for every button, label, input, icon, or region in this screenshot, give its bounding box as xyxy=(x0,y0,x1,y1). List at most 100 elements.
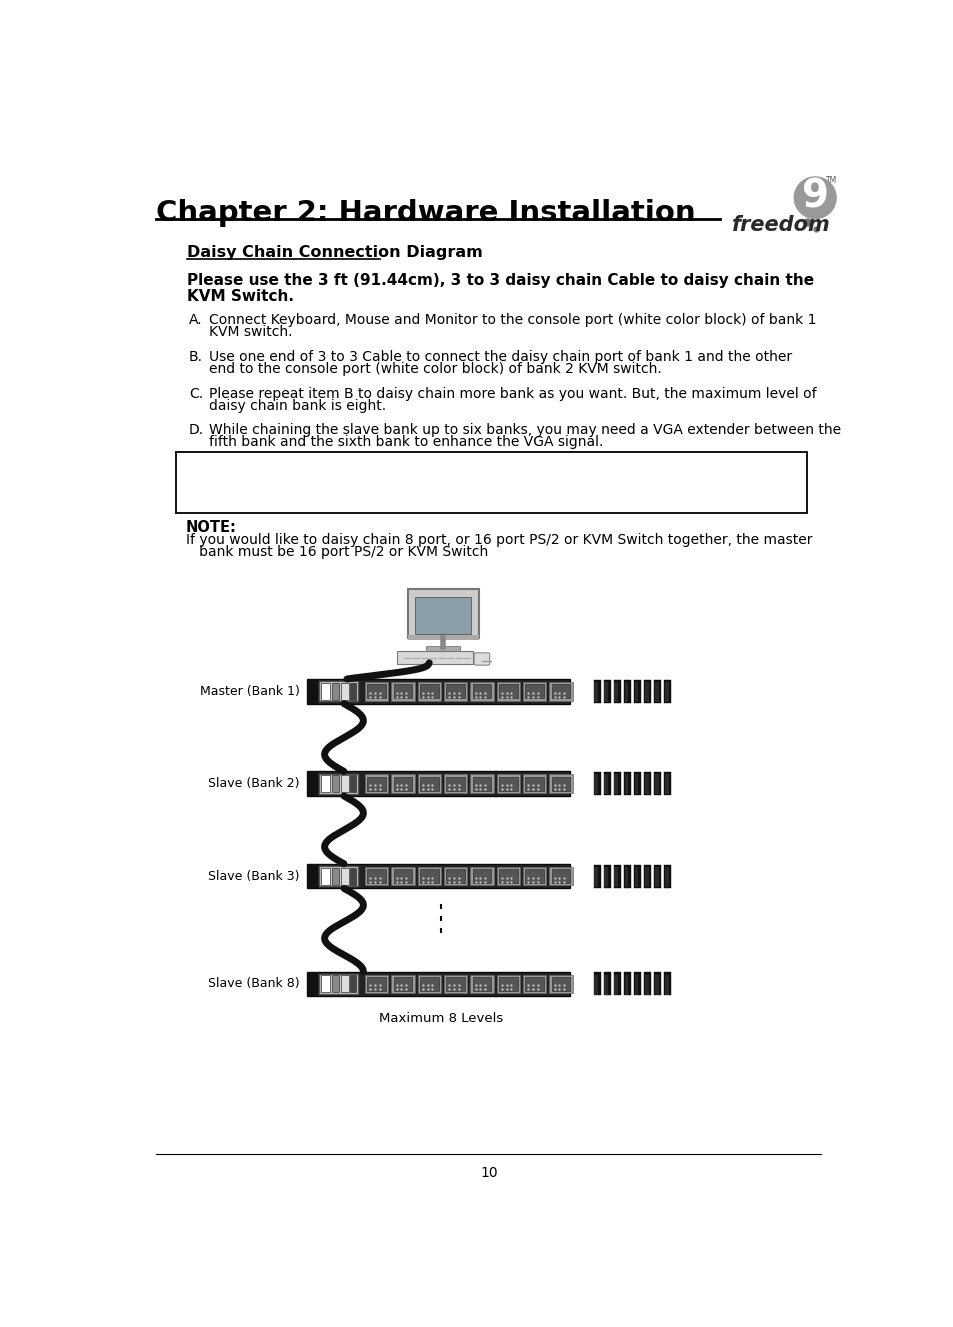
FancyBboxPatch shape xyxy=(470,867,493,885)
FancyBboxPatch shape xyxy=(307,971,317,997)
FancyBboxPatch shape xyxy=(593,772,599,795)
FancyBboxPatch shape xyxy=(613,679,620,703)
FancyBboxPatch shape xyxy=(446,685,464,698)
FancyBboxPatch shape xyxy=(551,869,570,882)
Text: daisy chain bank is eight.: daisy chain bank is eight. xyxy=(209,398,386,413)
FancyBboxPatch shape xyxy=(633,679,640,703)
FancyBboxPatch shape xyxy=(419,869,438,882)
FancyBboxPatch shape xyxy=(446,869,464,882)
FancyBboxPatch shape xyxy=(624,682,628,702)
FancyBboxPatch shape xyxy=(340,775,348,792)
FancyBboxPatch shape xyxy=(654,679,660,703)
FancyBboxPatch shape xyxy=(350,775,356,792)
FancyBboxPatch shape xyxy=(320,775,330,792)
FancyBboxPatch shape xyxy=(551,776,570,791)
FancyBboxPatch shape xyxy=(426,646,459,652)
FancyBboxPatch shape xyxy=(407,636,478,640)
Text: While chaining the slave bank up to six banks, you may need a VGA extender betwe: While chaining the slave bank up to six … xyxy=(209,423,841,438)
FancyBboxPatch shape xyxy=(365,974,388,993)
FancyBboxPatch shape xyxy=(663,865,670,888)
FancyBboxPatch shape xyxy=(525,977,543,991)
Text: If you would like to daisy chain 8 port, or 16 port PS/2 or KVM Switch together,: If you would like to daisy chain 8 port,… xyxy=(186,532,812,547)
FancyBboxPatch shape xyxy=(391,682,415,701)
FancyBboxPatch shape xyxy=(664,867,668,886)
FancyBboxPatch shape xyxy=(367,869,385,882)
FancyBboxPatch shape xyxy=(643,679,650,703)
FancyBboxPatch shape xyxy=(549,974,572,993)
FancyBboxPatch shape xyxy=(391,974,415,993)
Text: 9: 9 xyxy=(801,178,828,215)
FancyBboxPatch shape xyxy=(175,451,806,514)
FancyBboxPatch shape xyxy=(443,775,467,794)
FancyBboxPatch shape xyxy=(307,864,317,889)
FancyBboxPatch shape xyxy=(614,775,618,795)
FancyBboxPatch shape xyxy=(654,973,660,995)
FancyBboxPatch shape xyxy=(644,682,648,702)
FancyBboxPatch shape xyxy=(365,682,388,701)
Text: freedom: freedom xyxy=(731,215,829,235)
FancyBboxPatch shape xyxy=(623,865,630,888)
FancyBboxPatch shape xyxy=(549,867,572,885)
FancyBboxPatch shape xyxy=(320,683,330,699)
FancyBboxPatch shape xyxy=(664,775,668,795)
FancyBboxPatch shape xyxy=(332,683,339,699)
Text: D.: D. xyxy=(189,423,204,438)
FancyBboxPatch shape xyxy=(633,772,640,795)
Text: end to the console port (white color block) of bank 2 KVM switch.: end to the console port (white color blo… xyxy=(209,362,661,376)
FancyBboxPatch shape xyxy=(419,977,438,991)
FancyBboxPatch shape xyxy=(634,682,638,702)
FancyBboxPatch shape xyxy=(307,679,570,703)
FancyBboxPatch shape xyxy=(497,974,519,993)
FancyBboxPatch shape xyxy=(594,974,598,995)
FancyBboxPatch shape xyxy=(415,597,471,633)
FancyBboxPatch shape xyxy=(319,974,357,994)
FancyBboxPatch shape xyxy=(498,977,517,991)
FancyBboxPatch shape xyxy=(350,683,356,699)
FancyBboxPatch shape xyxy=(654,775,658,795)
Text: Please repeat item B to daisy chain more bank as you want. But, the maximum leve: Please repeat item B to daisy chain more… xyxy=(209,387,816,401)
FancyBboxPatch shape xyxy=(549,775,572,794)
Text: Slave (Bank 3): Slave (Bank 3) xyxy=(208,869,299,882)
Text: Master (Bank 1): Master (Bank 1) xyxy=(200,685,299,698)
FancyBboxPatch shape xyxy=(594,775,598,795)
FancyBboxPatch shape xyxy=(644,775,648,795)
FancyBboxPatch shape xyxy=(307,971,570,997)
FancyBboxPatch shape xyxy=(551,685,570,698)
FancyBboxPatch shape xyxy=(623,679,630,703)
FancyBboxPatch shape xyxy=(367,977,385,991)
FancyBboxPatch shape xyxy=(498,685,517,698)
FancyBboxPatch shape xyxy=(417,682,440,701)
FancyBboxPatch shape xyxy=(603,772,610,795)
FancyBboxPatch shape xyxy=(470,775,493,794)
FancyBboxPatch shape xyxy=(644,974,648,995)
FancyBboxPatch shape xyxy=(654,682,658,702)
FancyBboxPatch shape xyxy=(443,974,467,993)
Text: A.: A. xyxy=(189,313,202,328)
FancyBboxPatch shape xyxy=(654,974,658,995)
Text: NOTE:: NOTE: xyxy=(186,520,236,535)
Text: Please use the 3 ft (91.44cm), 3 to 3 daisy chain Cable to daisy chain the: Please use the 3 ft (91.44cm), 3 to 3 da… xyxy=(187,273,814,288)
FancyBboxPatch shape xyxy=(654,867,658,886)
FancyBboxPatch shape xyxy=(320,975,330,993)
Circle shape xyxy=(794,176,835,219)
FancyBboxPatch shape xyxy=(654,865,660,888)
FancyBboxPatch shape xyxy=(319,867,357,886)
FancyBboxPatch shape xyxy=(307,864,570,889)
FancyBboxPatch shape xyxy=(470,682,493,701)
FancyBboxPatch shape xyxy=(350,868,356,885)
FancyBboxPatch shape xyxy=(419,685,438,698)
FancyBboxPatch shape xyxy=(498,776,517,791)
FancyBboxPatch shape xyxy=(603,679,610,703)
FancyBboxPatch shape xyxy=(307,771,317,796)
FancyBboxPatch shape xyxy=(654,772,660,795)
FancyBboxPatch shape xyxy=(394,776,412,791)
FancyBboxPatch shape xyxy=(624,775,628,795)
Text: 10: 10 xyxy=(479,1166,497,1181)
FancyBboxPatch shape xyxy=(525,776,543,791)
Text: B.: B. xyxy=(189,350,203,364)
FancyBboxPatch shape xyxy=(633,865,640,888)
FancyBboxPatch shape xyxy=(365,775,388,794)
FancyBboxPatch shape xyxy=(474,653,489,665)
FancyBboxPatch shape xyxy=(332,868,339,885)
FancyBboxPatch shape xyxy=(551,977,570,991)
